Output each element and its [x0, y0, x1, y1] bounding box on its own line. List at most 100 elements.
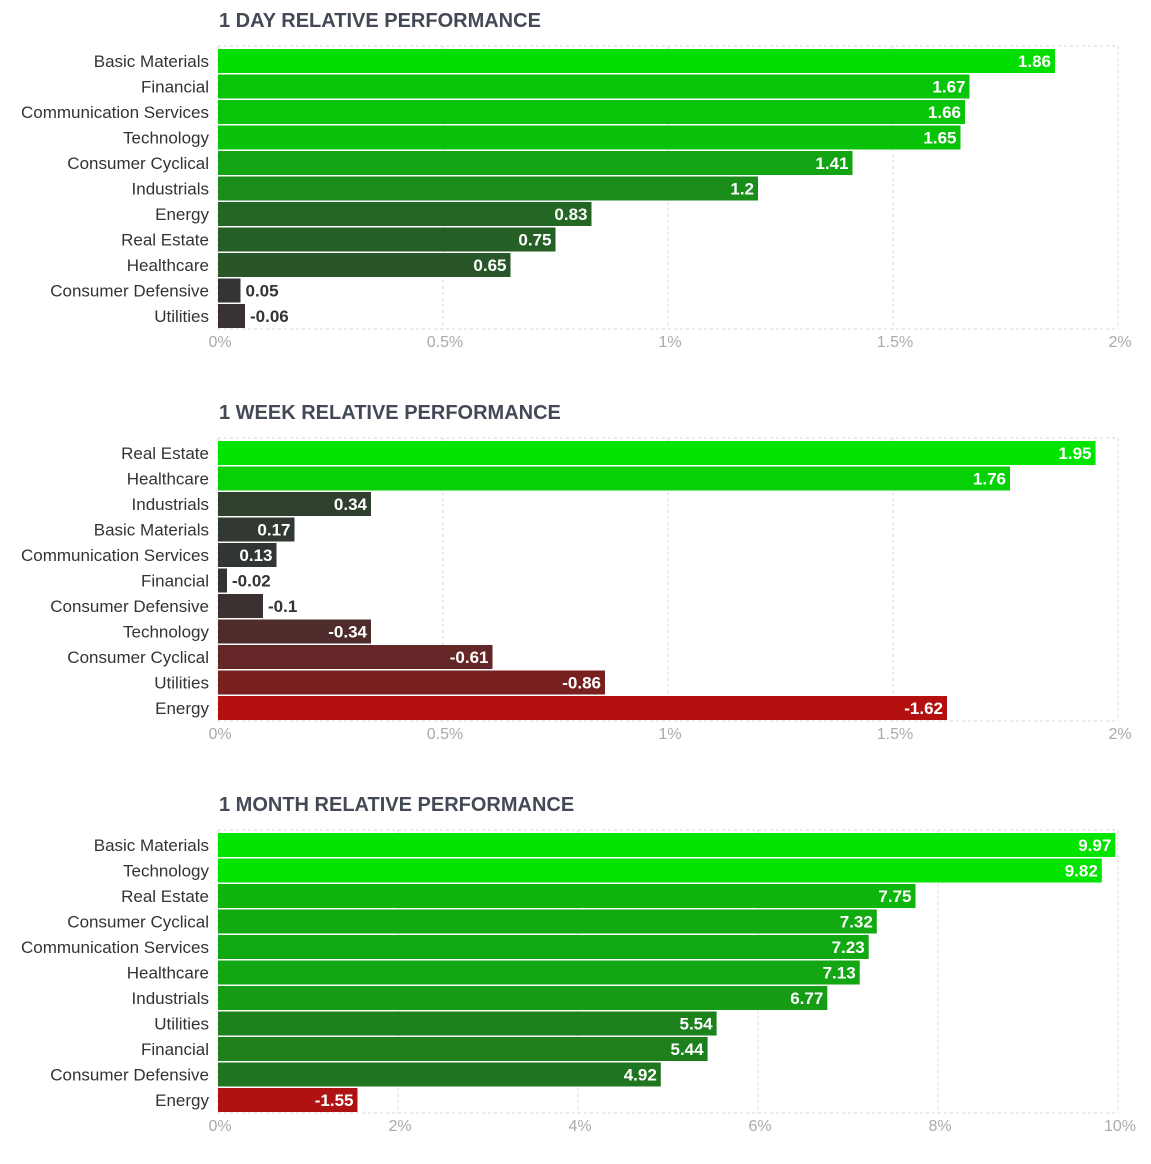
category-label-energy: Energy	[155, 699, 209, 718]
grid: 0% 0.5% 1% 1.5% 2%	[208, 45, 1132, 351]
bar-real-estate	[218, 884, 916, 908]
x-tick-label: 1%	[658, 334, 681, 351]
category-label-energy: Energy	[155, 205, 209, 224]
bar-industrials	[218, 986, 828, 1010]
value-label-consumer-defensive: -0.1	[268, 597, 297, 616]
category-label-healthcare: Healthcare	[127, 256, 209, 275]
bar-financial	[218, 1037, 708, 1061]
category-label-industrials: Industrials	[132, 180, 209, 199]
value-label-basic-materials: 9.97	[1078, 836, 1111, 855]
bar-consumer-cyclical	[218, 909, 877, 934]
value-label-communication-services: 0.13	[239, 546, 272, 565]
bar-real-estate	[218, 441, 1096, 465]
chart-title: 1 MONTH RELATIVE PERFORMANCE	[219, 794, 575, 816]
category-label-basic-materials: Basic Materials	[94, 52, 209, 71]
category-label-technology: Technology	[123, 862, 210, 881]
bar-financial	[218, 74, 970, 99]
value-label-healthcare: 0.65	[473, 256, 506, 275]
value-label-consumer-cyclical: -0.61	[450, 648, 489, 667]
category-label-consumer-defensive: Consumer Defensive	[50, 597, 209, 616]
bar-chart-1-day: 0% 0.5% 1% 1.5% 2% Basic Materials 1.86 Financi…	[21, 45, 1132, 351]
x-tick-label: 0%	[208, 1118, 231, 1135]
category-label-industrials: Industrials	[132, 495, 209, 514]
category-label-communication-services: Communication Services	[21, 938, 209, 957]
category-label-financial: Financial	[141, 1040, 209, 1059]
x-tick-label: 0%	[208, 334, 231, 351]
bar-financial	[218, 568, 227, 593]
value-label-financial: 5.44	[671, 1040, 705, 1059]
value-label-consumer-defensive: 0.05	[246, 282, 279, 301]
value-label-utilities: -0.86	[562, 674, 601, 693]
value-label-energy: -1.62	[904, 699, 943, 718]
value-label-real-estate: 1.95	[1058, 444, 1091, 463]
value-label-energy: -1.55	[315, 1091, 354, 1110]
value-label-healthcare: 7.13	[823, 964, 856, 983]
value-label-technology: 9.82	[1065, 862, 1098, 881]
category-label-utilities: Utilities	[154, 1015, 209, 1034]
category-label-industrials: Industrials	[132, 989, 209, 1008]
value-label-utilities: 5.54	[680, 1015, 714, 1034]
x-tick-label: 0.5%	[427, 334, 463, 351]
bar-communication-services	[218, 100, 965, 124]
value-label-consumer-cyclical: 7.32	[840, 913, 873, 932]
bar-chart-1-week: 0% 0.5% 1% 1.5% 2% Real Estate 1.95 Healthcare 1…	[21, 437, 1132, 743]
value-label-healthcare: 1.76	[973, 470, 1006, 489]
value-label-real-estate: 0.75	[518, 231, 551, 250]
value-label-financial: -0.02	[232, 572, 271, 591]
value-label-communication-services: 7.23	[832, 938, 865, 957]
bar-consumer-defensive	[218, 278, 241, 303]
value-label-communication-services: 1.66	[928, 103, 961, 122]
chart-title: 1 DAY RELATIVE PERFORMANCE	[219, 10, 541, 32]
value-label-consumer-defensive: 4.92	[624, 1066, 657, 1085]
x-tick-label: 8%	[928, 1118, 951, 1135]
bar-industrials	[218, 176, 758, 201]
category-label-utilities: Utilities	[154, 674, 209, 693]
x-tick-label: 0%	[208, 726, 231, 743]
bar-communication-services	[218, 935, 869, 959]
category-label-consumer-cyclical: Consumer Cyclical	[67, 154, 209, 173]
category-label-communication-services: Communication Services	[21, 103, 209, 122]
category-label-consumer-defensive: Consumer Defensive	[50, 282, 209, 301]
category-label-healthcare: Healthcare	[127, 964, 209, 983]
x-tick-label: 1%	[658, 726, 681, 743]
bar-industrials	[218, 492, 371, 516]
category-label-real-estate: Real Estate	[121, 444, 209, 463]
bar-basic-materials	[218, 49, 1055, 73]
category-label-utilities: Utilities	[154, 307, 209, 326]
category-label-basic-materials: Basic Materials	[94, 521, 209, 540]
bar-real-estate	[218, 227, 556, 252]
chart-panel-1-week: 1 WEEK RELATIVE PERFORMANCE 0% 0.5% 1% 1.5%…	[0, 392, 1151, 772]
x-tick-label: 6%	[748, 1118, 771, 1135]
bar-healthcare	[218, 960, 860, 985]
bar-utilities	[218, 670, 605, 695]
category-label-technology: Technology	[123, 129, 210, 148]
category-label-energy: Energy	[155, 1091, 209, 1110]
bar-utilities	[218, 1011, 717, 1036]
category-label-healthcare: Healthcare	[127, 470, 209, 489]
value-label-energy: 0.83	[554, 205, 587, 224]
bar-consumer-cyclical	[218, 645, 493, 669]
value-label-utilities: -0.06	[250, 307, 289, 326]
category-label-communication-services: Communication Services	[21, 546, 209, 565]
category-label-basic-materials: Basic Materials	[94, 836, 209, 855]
category-label-consumer-defensive: Consumer Defensive	[50, 1066, 209, 1085]
value-label-basic-materials: 0.17	[257, 521, 290, 540]
x-tick-label: 1.5%	[877, 726, 913, 743]
x-tick-label: 2%	[388, 1118, 411, 1135]
bar-communication-services	[218, 543, 277, 567]
value-label-industrials: 6.77	[790, 989, 823, 1008]
bar-energy	[218, 1088, 358, 1112]
value-label-technology: -0.34	[328, 623, 367, 642]
bar-healthcare	[218, 466, 1010, 491]
bar-basic-materials	[218, 833, 1116, 857]
x-tick-label: 2%	[1108, 334, 1131, 351]
chart-panel-1-day: 1 DAY RELATIVE PERFORMANCE 0% 0.5% 1% 1.5% 2…	[0, 0, 1151, 380]
x-tick-label: 1.5%	[877, 334, 913, 351]
category-label-consumer-cyclical: Consumer Cyclical	[67, 913, 209, 932]
x-tick-label: 10%	[1104, 1118, 1136, 1135]
value-label-industrials: 0.34	[334, 495, 368, 514]
bar-consumer-defensive	[218, 1062, 661, 1087]
category-label-real-estate: Real Estate	[121, 231, 209, 250]
value-label-industrials: 1.2	[730, 180, 754, 199]
bar-consumer-defensive	[218, 594, 263, 618]
